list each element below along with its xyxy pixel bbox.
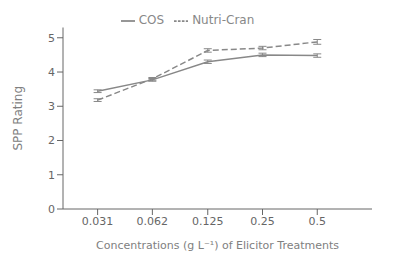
svg-text:0.031: 0.031 xyxy=(82,215,114,228)
svg-text:0.25: 0.25 xyxy=(250,215,275,228)
svg-text:0.062: 0.062 xyxy=(137,215,169,228)
svg-text:1: 1 xyxy=(48,169,55,182)
svg-text:SPP Rating: SPP Rating xyxy=(11,86,25,151)
svg-text:0: 0 xyxy=(48,203,55,216)
html-text:Nutri-Cran: Nutri-Cran xyxy=(192,13,255,27)
svg-text:5: 5 xyxy=(48,32,55,45)
svg-text:3: 3 xyxy=(48,100,55,113)
svg-text:4: 4 xyxy=(48,66,55,79)
svg-text:0.5: 0.5 xyxy=(309,215,327,228)
svg-text:Concentrations (g L⁻¹) of Elic: Concentrations (g L⁻¹) of Elicitor Treat… xyxy=(96,239,339,252)
svg-text:0.125: 0.125 xyxy=(192,215,224,228)
svg-text:2: 2 xyxy=(48,134,55,147)
html-text:COS: COS xyxy=(138,13,165,27)
